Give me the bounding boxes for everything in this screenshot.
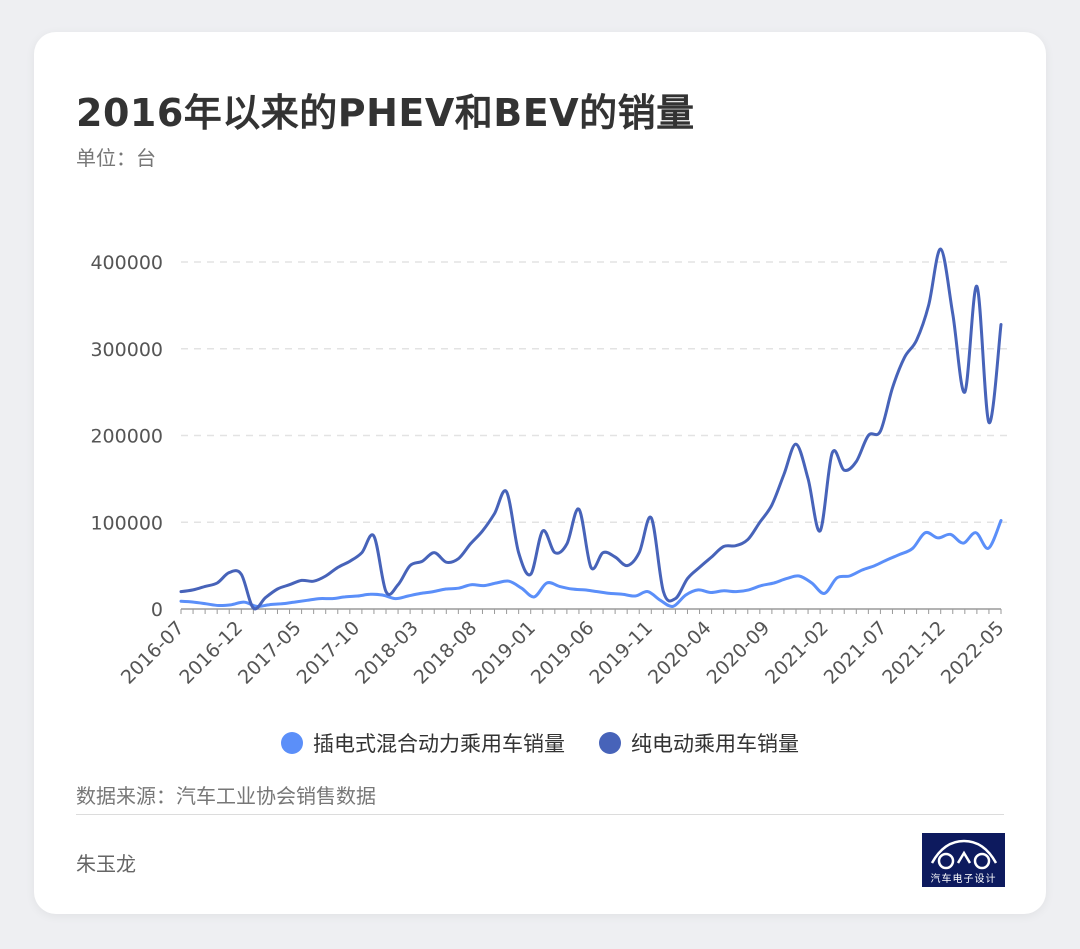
x-tick-label: 2022-05 bbox=[937, 617, 1009, 689]
y-tick-label: 200000 bbox=[90, 426, 163, 448]
x-tick-label: 2021-07 bbox=[820, 617, 892, 689]
logo-text: 汽车电子设计 bbox=[930, 874, 997, 885]
series-layer bbox=[179, 247, 1003, 611]
legend-label-phev: 插电式混合动力乘用车销量 bbox=[313, 732, 565, 756]
chart-unit-label: 单位：台 bbox=[76, 146, 156, 170]
series-line-bev bbox=[179, 247, 1003, 611]
y-tick-label: 300000 bbox=[90, 339, 163, 361]
legend-item-phev[interactable]: 插电式混合动力乘用车销量 bbox=[281, 728, 565, 758]
series-line-phev bbox=[179, 519, 1003, 608]
x-axis: 2016-072016-122017-052017-102018-032018-… bbox=[117, 608, 1009, 689]
y-tick-label: 0 bbox=[151, 599, 163, 621]
author-name: 朱玉龙 bbox=[76, 852, 136, 876]
grid-layer bbox=[181, 261, 1007, 523]
brand-logo: 汽车电子设计 bbox=[922, 833, 1005, 887]
data-source-note: 数据来源：汽车工业协会销售数据 bbox=[76, 784, 376, 808]
legend-marker-bev bbox=[599, 732, 621, 754]
x-tick-label: 2019-11 bbox=[585, 617, 657, 689]
legend-label-bev: 纯电动乘用车销量 bbox=[631, 732, 799, 756]
x-tick-label: 2016-12 bbox=[175, 617, 247, 689]
footer-divider bbox=[76, 814, 1004, 815]
y-axis-ticks: 0 100000 200000 300000 400000 bbox=[90, 252, 163, 621]
chart-card: 2016年以来的PHEV和BEV的销量 单位：台 0 100000 200000 30… bbox=[34, 32, 1046, 914]
x-tick-label: 2018-03 bbox=[351, 617, 423, 689]
x-tick-label: 2020-04 bbox=[644, 617, 716, 689]
x-tick-label: 2016-07 bbox=[117, 617, 189, 689]
x-tick-label: 2021-12 bbox=[878, 617, 950, 689]
legend-item-bev[interactable]: 纯电动乘用车销量 bbox=[599, 728, 799, 758]
car-logo-icon bbox=[930, 839, 998, 870]
legend-marker-phev bbox=[281, 732, 303, 754]
legend: 插电式混合动力乘用车销量 纯电动乘用车销量 bbox=[34, 728, 1046, 758]
x-tick-label: 2017-10 bbox=[293, 617, 365, 689]
x-tick-label: 2019-01 bbox=[468, 617, 540, 689]
y-tick-label: 100000 bbox=[90, 512, 163, 534]
x-tick-label: 2018-08 bbox=[410, 617, 482, 689]
y-tick-label: 400000 bbox=[90, 252, 163, 274]
x-tick-label: 2019-06 bbox=[527, 617, 599, 689]
x-tick-label: 2021-02 bbox=[761, 617, 833, 689]
chart-title: 2016年以来的PHEV和BEV的销量 bbox=[76, 91, 695, 135]
x-tick-label: 2020-09 bbox=[703, 617, 775, 689]
x-tick-label: 2017-05 bbox=[234, 617, 306, 689]
line-chart: 0 100000 200000 300000 400000 2016-072016-12… bbox=[90, 247, 1009, 689]
